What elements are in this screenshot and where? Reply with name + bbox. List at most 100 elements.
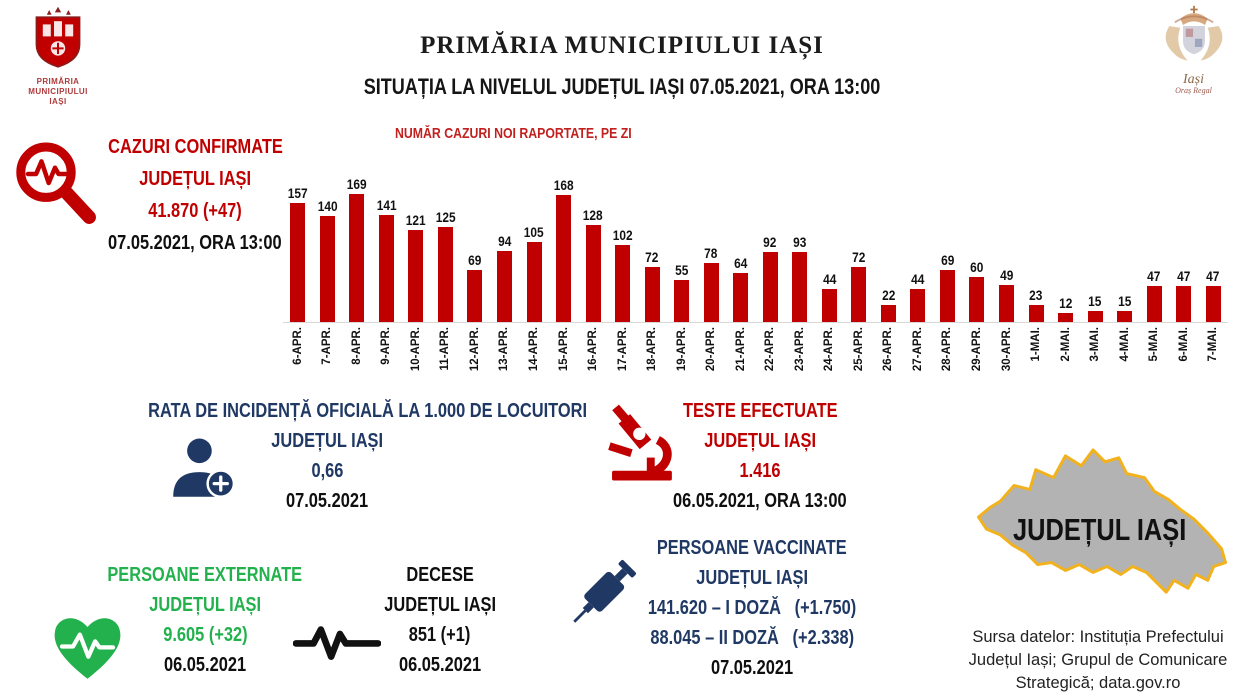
bar-slot: 60 bbox=[962, 259, 992, 322]
x-axis-label: 3-MAI. bbox=[1089, 327, 1102, 362]
bar-slot: 157 bbox=[283, 185, 313, 322]
map-label: JUDEȚUL IAȘI bbox=[1013, 512, 1187, 547]
chart-bars: 157 140 169 141 121 125 69 94 105 168 128 102 72 55 78… bbox=[283, 148, 1228, 323]
x-axis-label: 17-APR. bbox=[616, 327, 629, 372]
iasi-royal-crest-logo: Iași Oraș Regal bbox=[1146, 4, 1241, 95]
bar-slot: 69 bbox=[933, 252, 963, 322]
bar-value-label: 169 bbox=[346, 176, 367, 192]
bar bbox=[556, 195, 572, 322]
deaths-value: 851 (+1) bbox=[409, 624, 471, 646]
bar-value-label: 22 bbox=[881, 287, 896, 303]
x-axis-label: 5-MAI. bbox=[1148, 327, 1161, 362]
discharged-title: PERSOANE EXTERNATE bbox=[107, 564, 303, 586]
bar-slot: 47 bbox=[1198, 268, 1228, 322]
x-axis-label: 29-APR. bbox=[970, 327, 983, 372]
bar-value-label: 105 bbox=[524, 224, 544, 240]
bar bbox=[1146, 286, 1162, 322]
map-label-wrap: JUDEȚUL IAȘI bbox=[975, 512, 1225, 548]
bar-value-label: 47 bbox=[1206, 268, 1220, 284]
bar bbox=[496, 251, 512, 322]
discharged-subtitle: JUDEȚUL IAȘI bbox=[149, 594, 261, 616]
x-axis-label: 30-APR. bbox=[1000, 327, 1013, 372]
bar bbox=[999, 285, 1015, 322]
source-line-1: Sursa datelor: Instituția Prefectului bbox=[972, 628, 1224, 646]
vaccinated-block: PERSOANE VACCINATE JUDEȚUL IAȘI 141.620 … bbox=[597, 533, 907, 683]
bar-value-label: 64 bbox=[734, 255, 748, 271]
bar-slot: 78 bbox=[696, 245, 726, 322]
bar bbox=[1028, 305, 1044, 322]
bar-value-label: 128 bbox=[583, 207, 603, 223]
bar bbox=[290, 203, 306, 322]
x-axis-label: 25-APR. bbox=[852, 327, 865, 372]
iasi-county-map bbox=[976, 448, 1227, 594]
bar-value-label: 15 bbox=[1088, 293, 1102, 309]
confirmed-title: CAZURI CONFIRMATE bbox=[107, 136, 283, 158]
bar bbox=[762, 252, 778, 322]
bar-slot: 128 bbox=[578, 207, 608, 322]
bar bbox=[821, 289, 837, 322]
bar-slot: 102 bbox=[608, 227, 638, 322]
syringe-icon bbox=[573, 560, 636, 623]
bar bbox=[1058, 313, 1074, 322]
x-axis-label: 26-APR. bbox=[882, 327, 895, 372]
bar-slot: 47 bbox=[1139, 268, 1169, 322]
bar-value-label: 15 bbox=[1118, 293, 1132, 309]
bar-value-label: 140 bbox=[317, 198, 338, 214]
bar-slot: 15 bbox=[1110, 293, 1140, 322]
confirmed-subtitle: JUDEȚUL IAȘI bbox=[139, 168, 251, 190]
bar-value-label: 60 bbox=[970, 259, 984, 275]
bar bbox=[408, 230, 424, 322]
bar-slot: 121 bbox=[401, 212, 431, 322]
crest-caption-subtitle: Oraș Regal bbox=[1175, 86, 1212, 95]
bar-slot: 168 bbox=[549, 177, 579, 322]
bar-value-label: 125 bbox=[435, 209, 456, 225]
incidence-date: 07.05.2021 bbox=[286, 490, 369, 512]
crest-caption-iasi: Iași bbox=[1183, 72, 1204, 87]
deaths-date: 06.05.2021 bbox=[398, 654, 482, 676]
bar bbox=[585, 225, 601, 322]
deaths-subtitle: JUDEȚUL IAȘI bbox=[384, 594, 496, 616]
bar-value-label: 44 bbox=[822, 271, 836, 287]
chart-x-labels: 6-APR. 7-APR. 8-APR. 9-APR. 10-APR. 11-APR. 12… bbox=[283, 327, 1228, 377]
magnifier-pulse-icon bbox=[16, 142, 96, 224]
discharged-date: 06.05.2021 bbox=[163, 654, 247, 676]
deaths-block: DECESE JUDEȚUL IAȘI 851 (+1) 06.05.2021 bbox=[330, 560, 550, 680]
page-title: PRIMĂRIA MUNICIPIULUI IAȘI bbox=[420, 32, 824, 59]
bar bbox=[1087, 311, 1103, 322]
tests-block: TESTE EFECTUATE JUDEȚUL IAȘI 1.416 06.05… bbox=[610, 396, 910, 516]
x-axis-label: 9-APR. bbox=[380, 327, 393, 365]
city-hall-logo-caption: PRIMĂRIA MUNICIPIULUI IAȘI bbox=[28, 77, 88, 106]
bar-value-label: 47 bbox=[1177, 268, 1191, 284]
tests-date: 06.05.2021, ORA 13:00 bbox=[673, 490, 847, 512]
bar bbox=[437, 227, 453, 322]
bar-slot: 72 bbox=[637, 249, 667, 322]
x-axis-label: 21-APR. bbox=[734, 327, 747, 372]
x-axis-label: 18-APR. bbox=[646, 327, 659, 372]
bar-value-label: 72 bbox=[645, 249, 659, 265]
x-axis-label: 22-APR. bbox=[764, 327, 777, 372]
confirmed-cases-block: CAZURI CONFIRMATE JUDEȚUL IAȘI 41.870 (+… bbox=[85, 131, 305, 259]
bar-slot: 44 bbox=[903, 271, 933, 322]
bar-slot: 64 bbox=[726, 255, 756, 322]
bar bbox=[378, 215, 394, 322]
bar-slot: 141 bbox=[372, 197, 402, 322]
bar-slot: 44 bbox=[815, 271, 845, 322]
bar bbox=[526, 242, 542, 322]
bar-slot: 12 bbox=[1051, 295, 1081, 322]
bar-value-label: 157 bbox=[287, 185, 308, 201]
x-axis-label: 20-APR. bbox=[705, 327, 718, 372]
x-axis-label: 15-APR. bbox=[557, 327, 570, 372]
royal-crest-icon bbox=[1165, 5, 1222, 61]
bar-value-label: 94 bbox=[497, 233, 512, 249]
x-axis-label: 6-APR. bbox=[291, 327, 304, 365]
bar-slot: 72 bbox=[844, 249, 874, 322]
bar bbox=[733, 273, 749, 322]
bar-value-label: 69 bbox=[940, 252, 955, 268]
x-axis-label: 7-APR. bbox=[321, 327, 334, 365]
x-axis-label: 10-APR. bbox=[409, 327, 422, 372]
bar-slot: 69 bbox=[460, 252, 490, 322]
bar bbox=[1117, 311, 1133, 322]
bar bbox=[674, 280, 690, 322]
bar-value-label: 55 bbox=[675, 262, 689, 278]
